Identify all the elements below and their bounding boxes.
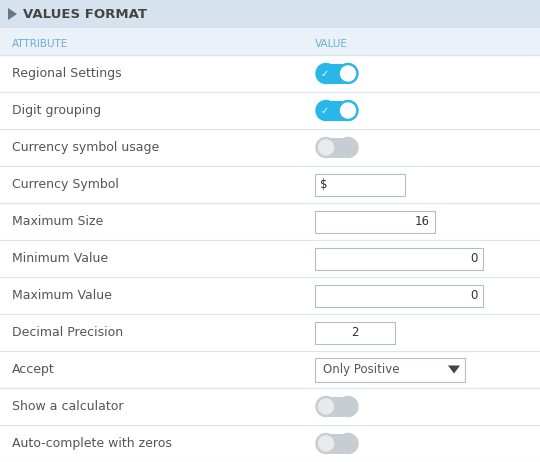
- FancyBboxPatch shape: [0, 240, 540, 277]
- Text: Minimum Value: Minimum Value: [12, 252, 108, 265]
- Circle shape: [341, 66, 355, 81]
- Circle shape: [316, 63, 336, 84]
- Text: ✓: ✓: [321, 69, 329, 79]
- Circle shape: [319, 436, 334, 451]
- Circle shape: [338, 138, 358, 158]
- FancyBboxPatch shape: [0, 277, 540, 314]
- Circle shape: [319, 399, 334, 414]
- FancyBboxPatch shape: [315, 248, 483, 269]
- Circle shape: [319, 140, 334, 155]
- Text: Currency symbol usage: Currency symbol usage: [12, 141, 159, 154]
- Text: ✓: ✓: [321, 106, 329, 116]
- Text: Regional Settings: Regional Settings: [12, 67, 122, 80]
- FancyBboxPatch shape: [0, 166, 540, 203]
- Text: Maximum Size: Maximum Size: [12, 215, 103, 228]
- Text: Digit grouping: Digit grouping: [12, 104, 101, 117]
- FancyBboxPatch shape: [326, 63, 348, 84]
- FancyBboxPatch shape: [0, 92, 540, 129]
- Text: 16: 16: [415, 215, 430, 228]
- FancyBboxPatch shape: [0, 129, 540, 166]
- FancyBboxPatch shape: [315, 322, 395, 344]
- FancyBboxPatch shape: [0, 314, 540, 351]
- FancyBboxPatch shape: [315, 285, 483, 306]
- FancyBboxPatch shape: [0, 203, 540, 240]
- FancyBboxPatch shape: [0, 388, 540, 425]
- Circle shape: [316, 396, 336, 417]
- Circle shape: [338, 101, 358, 121]
- FancyBboxPatch shape: [326, 138, 348, 158]
- FancyBboxPatch shape: [326, 433, 348, 454]
- Text: 0: 0: [471, 252, 478, 265]
- FancyBboxPatch shape: [0, 425, 540, 462]
- Text: VALUES FORMAT: VALUES FORMAT: [23, 7, 147, 20]
- Text: Decimal Precision: Decimal Precision: [12, 326, 123, 339]
- FancyBboxPatch shape: [0, 55, 540, 92]
- Text: VALUE: VALUE: [315, 39, 348, 49]
- FancyBboxPatch shape: [0, 351, 540, 388]
- FancyBboxPatch shape: [315, 358, 465, 382]
- FancyBboxPatch shape: [315, 211, 435, 232]
- Text: $: $: [320, 178, 327, 191]
- FancyBboxPatch shape: [326, 101, 348, 121]
- Circle shape: [338, 433, 358, 454]
- FancyBboxPatch shape: [0, 28, 540, 52]
- FancyBboxPatch shape: [315, 174, 405, 195]
- Text: Maximum Value: Maximum Value: [12, 289, 112, 302]
- Circle shape: [338, 63, 358, 84]
- Text: Only Positive: Only Positive: [323, 363, 400, 376]
- Text: Accept: Accept: [12, 363, 55, 376]
- Circle shape: [316, 101, 336, 121]
- Text: 0: 0: [471, 289, 478, 302]
- Circle shape: [338, 396, 358, 417]
- Circle shape: [316, 138, 336, 158]
- Text: 2: 2: [351, 326, 359, 339]
- Polygon shape: [448, 365, 460, 373]
- Circle shape: [341, 103, 355, 118]
- Polygon shape: [8, 8, 17, 20]
- FancyBboxPatch shape: [326, 396, 348, 417]
- Text: ATTRIBUTE: ATTRIBUTE: [12, 39, 68, 49]
- FancyBboxPatch shape: [0, 0, 540, 28]
- Text: Auto-complete with zeros: Auto-complete with zeros: [12, 437, 172, 450]
- Text: Currency Symbol: Currency Symbol: [12, 178, 119, 191]
- Circle shape: [316, 433, 336, 454]
- Text: Show a calculator: Show a calculator: [12, 400, 124, 413]
